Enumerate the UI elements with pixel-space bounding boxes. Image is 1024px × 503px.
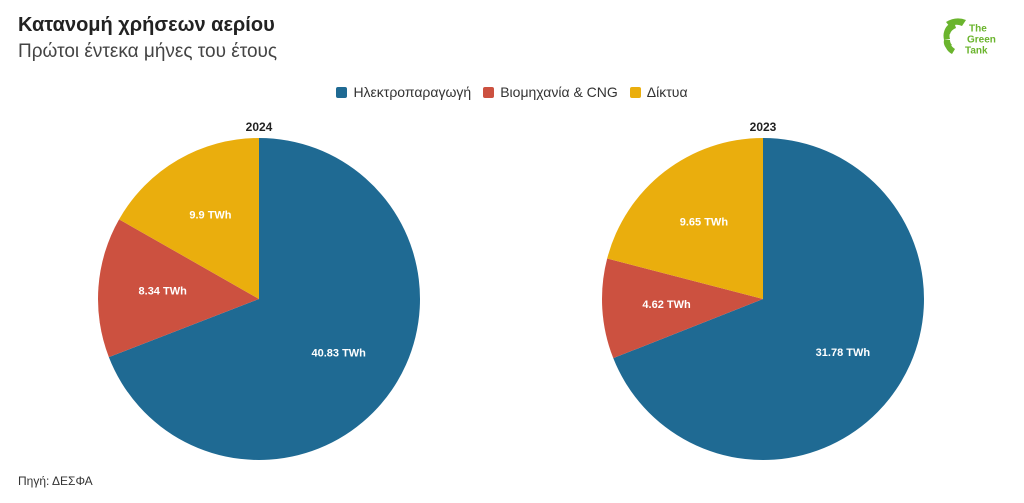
chart-title: Κατανομή χρήσεων αερίου <box>18 14 275 36</box>
legend-swatch <box>629 86 641 98</box>
data-label: 40.83 TWh <box>311 348 366 360</box>
legend-item: Βιομηχανία & CNG <box>483 84 618 100</box>
legend-label: Βιομηχανία & CNG <box>500 84 618 100</box>
pie-slice <box>613 138 924 460</box>
data-label: 4.62 TWh <box>642 299 691 311</box>
pie-title: 2023 <box>750 120 777 134</box>
legend-label: Ηλεκτροπαραγωγή <box>353 84 472 100</box>
pie-slice <box>607 138 763 299</box>
logo: The Green Tank <box>943 18 996 57</box>
data-label: 9.65 TWh <box>680 216 729 228</box>
legend-label: Δίκτυα <box>646 84 688 100</box>
logo-text: Green <box>967 35 996 46</box>
data-label: 9.9 TWh <box>189 209 231 221</box>
pie-slice <box>602 258 763 359</box>
legend-item: Ηλεκτροπαραγωγή <box>336 84 471 100</box>
pie-slice <box>108 138 420 461</box>
legend-swatch <box>336 86 348 98</box>
legend-item: Δίκτυα <box>629 84 688 100</box>
chart-subtitle: Πρώτοι έντεκα μήνες του έτους <box>18 41 278 62</box>
logo-text: Tank <box>965 46 988 57</box>
data-label: 8.34 TWh <box>139 286 188 298</box>
logo-text: The <box>969 24 987 35</box>
pie-slice <box>97 219 259 358</box>
pie-title: 2024 <box>246 120 273 134</box>
legend-swatch <box>483 86 495 98</box>
pie-slice <box>119 138 259 299</box>
data-label: 31.78 TWh <box>816 347 871 359</box>
legend: Ηλεκτροπαραγωγή Βιομηχανία & CNG Δίκτυα <box>0 84 1024 100</box>
source-note: Πηγή: ΔΕΣΦΑ <box>18 474 93 488</box>
